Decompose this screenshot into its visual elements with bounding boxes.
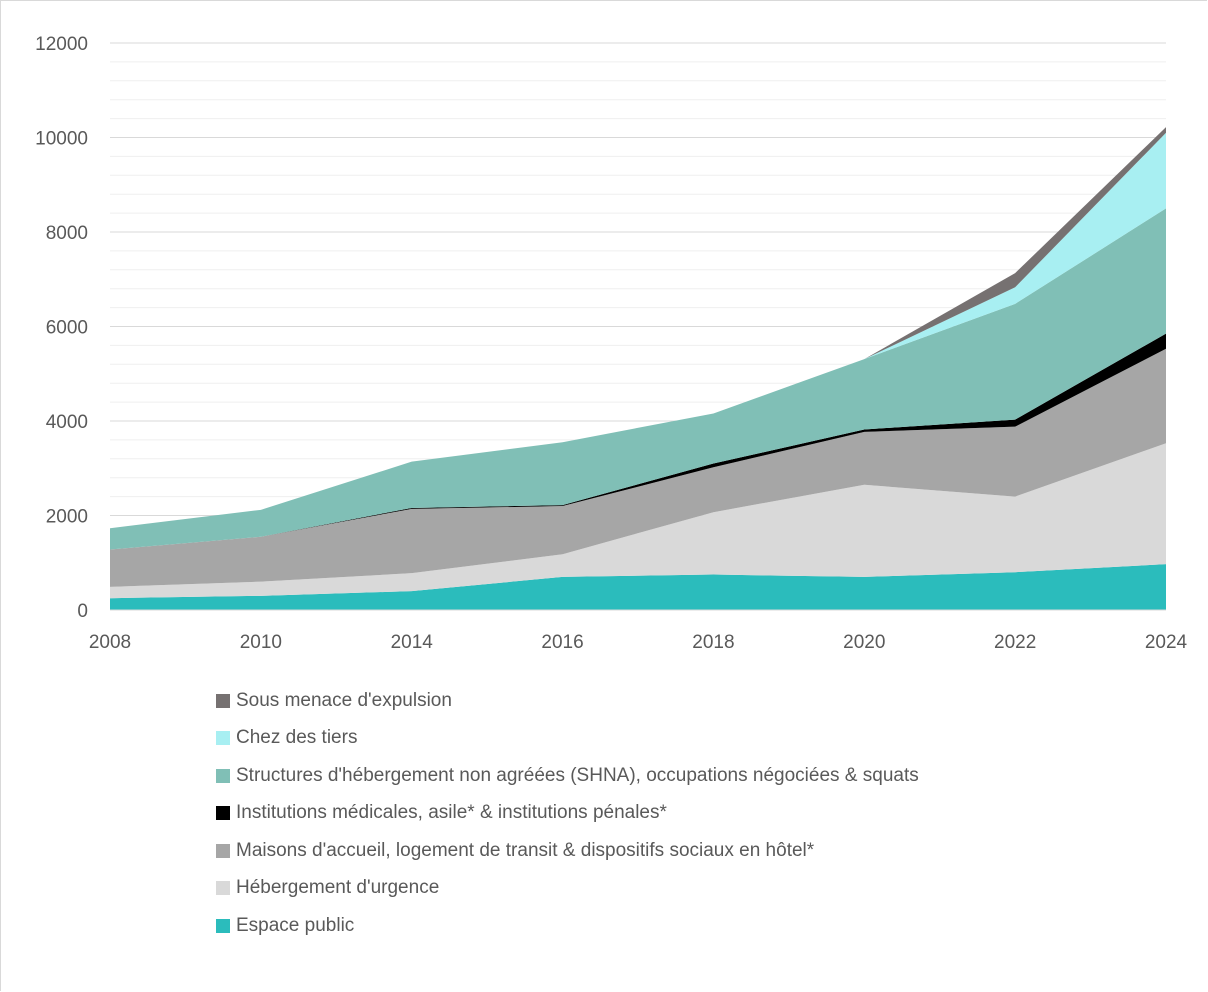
legend-swatch — [216, 731, 230, 746]
y-tick-label: 10000 — [35, 129, 88, 150]
x-tick-label: 2024 — [1145, 632, 1188, 653]
legend-label: Institutions médicales, asile* & institu… — [236, 802, 667, 824]
legend-item: Structures d'hébergement non agréées (SH… — [216, 757, 919, 795]
legend-item: Maisons d'accueil, logement de transit &… — [216, 832, 919, 870]
legend-label: Sous menace d'expulsion — [236, 689, 452, 711]
area-series-1 — [110, 443, 1166, 599]
x-tick-label: 2008 — [89, 632, 131, 653]
area-series-0 — [110, 564, 1166, 610]
legend: Sous menace d'expulsion Chez des tiers Str… — [216, 682, 919, 945]
y-tick-label: 4000 — [46, 412, 88, 433]
legend-label: Espace public — [236, 914, 355, 936]
legend-item: Chez des tiers — [216, 720, 919, 758]
y-tick-label: 6000 — [46, 318, 88, 339]
y-axis-tick-labels: 0 2000 4000 6000 8000 10000 12000 — [35, 34, 88, 622]
x-tick-label: 2016 — [541, 632, 583, 653]
area-series-4 — [110, 208, 1166, 550]
x-axis-tick-labels: 2008 2010 2014 2016 2018 2020 2022 2024 — [89, 632, 1188, 653]
legend-label: Hébergement d'urgence — [236, 877, 440, 899]
y-tick-label: 2000 — [46, 507, 88, 528]
x-tick-label: 2018 — [692, 632, 734, 653]
y-tick-label: 0 — [77, 601, 88, 622]
stacked-area-chart: 0 2000 4000 6000 8000 10000 12000 2008 2010 2014… — [35, 34, 1188, 653]
legend-item: Hébergement d'urgence — [216, 870, 919, 908]
legend-swatch — [216, 768, 230, 783]
legend-swatch — [216, 881, 230, 896]
legend-swatch — [216, 918, 230, 933]
x-tick-label: 2014 — [391, 632, 434, 653]
legend-swatch — [216, 806, 230, 821]
area-series-2 — [110, 348, 1166, 587]
y-tick-label: 8000 — [46, 223, 88, 244]
legend-label: Chez des tiers — [236, 727, 358, 749]
legend-label: Structures d'hébergement non agréées (SH… — [236, 764, 919, 786]
legend-item: Institutions médicales, asile* & institu… — [216, 795, 919, 833]
series-areas — [110, 127, 1166, 611]
legend-label: Maisons d'accueil, logement de transit &… — [236, 839, 815, 861]
y-tick-label: 12000 — [35, 34, 88, 55]
x-tick-label: 2022 — [994, 632, 1036, 653]
legend-swatch — [216, 693, 230, 708]
x-tick-label: 2010 — [240, 632, 282, 653]
legend-item: Espace public — [216, 907, 919, 945]
legend-swatch — [216, 843, 230, 858]
x-tick-label: 2020 — [843, 632, 885, 653]
legend-item: Sous menace d'expulsion — [216, 682, 919, 720]
